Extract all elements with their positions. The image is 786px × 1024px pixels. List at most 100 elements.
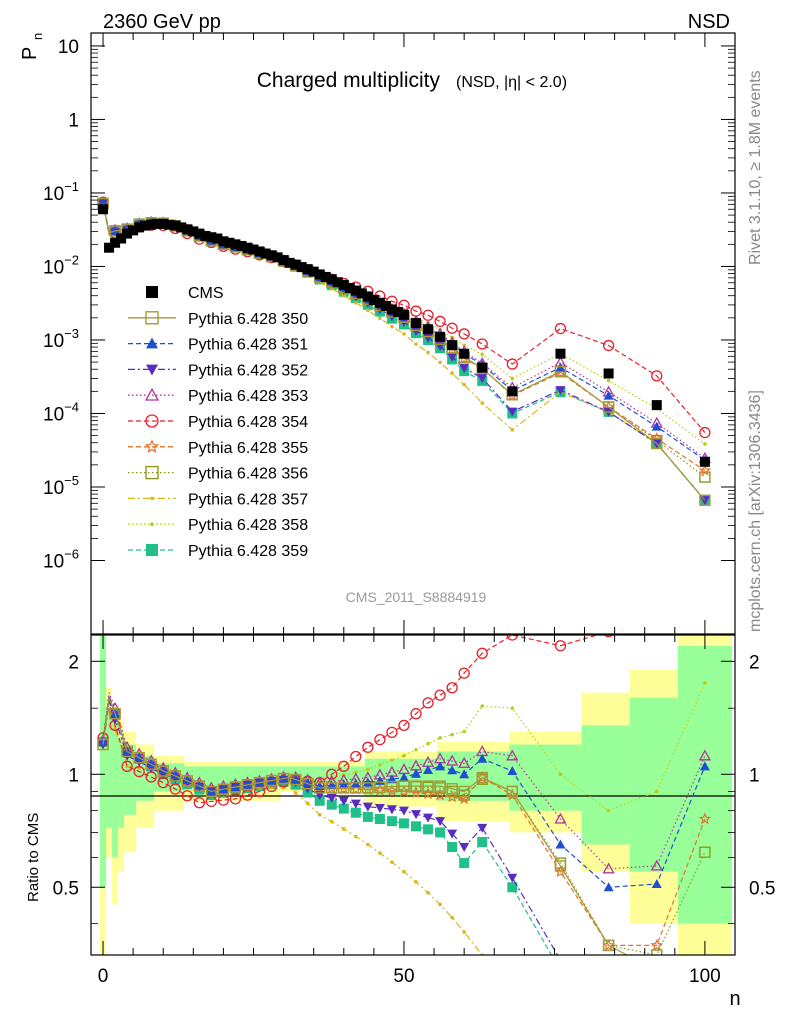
ratio-point: [169, 770, 181, 782]
ratio-point: [314, 795, 325, 806]
ratio-uncertainty-band-inner: [280, 766, 365, 783]
cms-data-point: [338, 279, 349, 290]
ratio-point: [703, 681, 707, 685]
ratio-point: [476, 771, 489, 783]
ratio-point: [655, 969, 659, 973]
ratio-point: [650, 859, 663, 871]
ratio-point: [559, 969, 563, 973]
series-point: [606, 378, 611, 383]
ratio-point: [402, 754, 406, 758]
ratio-point: [458, 785, 470, 798]
series-point: [555, 386, 566, 396]
legend-marker: [146, 286, 158, 298]
ratio-point: [435, 827, 446, 838]
ratio-point: [169, 783, 181, 795]
ratio-point: [386, 805, 397, 815]
ratio-point: [604, 966, 614, 976]
ratio-point: [650, 938, 663, 951]
ratio-point: [338, 779, 349, 789]
ratio-point: [326, 780, 337, 790]
ratio-point: [121, 760, 133, 772]
ratio-uncertainty-band-inner: [124, 744, 137, 815]
cms-data-point: [374, 297, 385, 308]
legend-label: Pythia 6.428 358: [188, 517, 308, 534]
cms-data-point: [110, 237, 121, 248]
legend-entry: Pythia 6.428 359: [128, 543, 308, 560]
ratio-point: [699, 761, 710, 771]
ratio-line: [102, 697, 706, 947]
ratio-point: [607, 969, 611, 973]
ratio-point: [654, 789, 659, 794]
ratio-point: [506, 635, 518, 641]
ratio-point: [350, 782, 362, 794]
ratio-line: [102, 697, 629, 955]
ratio-point: [423, 824, 434, 835]
ratio-point: [338, 803, 349, 814]
ratio-axis-label: Ratio to CMS: [25, 813, 42, 902]
cms-data-point: [507, 386, 518, 397]
cms-data-point: [188, 226, 199, 237]
series-point: [438, 360, 442, 365]
y-tick-label: 10: [58, 37, 79, 58]
ratio-point: [477, 837, 488, 848]
ratio-point: [317, 812, 322, 817]
ratio-point: [289, 773, 302, 786]
ratio-y-tick-label-left: 2: [68, 652, 79, 673]
legend-marker: [144, 439, 160, 453]
ratio-point: [652, 966, 662, 976]
legend-entry: Pythia 6.428 354: [128, 414, 308, 431]
ratio-point: [438, 902, 442, 907]
ratio-point: [366, 842, 370, 847]
ratio-point: [350, 750, 362, 763]
upper-frame: [90, 32, 736, 635]
cms-data-point: [368, 294, 379, 305]
ratio-point: [411, 821, 422, 832]
y-axis-label-sub: n: [30, 33, 45, 40]
ratio-point: [398, 719, 410, 732]
series-point: [459, 363, 470, 373]
ratio-point: [446, 754, 459, 766]
ratio-point: [459, 769, 470, 779]
ratio-point: [652, 967, 662, 976]
cms-data-point: [386, 304, 397, 315]
cms-data-point: [272, 252, 283, 263]
series-point: [554, 322, 567, 335]
ratio-point: [606, 808, 611, 813]
series-point: [402, 332, 406, 336]
series-point: [366, 308, 370, 313]
cms-data-point: [128, 225, 139, 236]
ratio-point: [411, 810, 422, 820]
ratio-point: [301, 777, 314, 790]
ratio-point: [109, 708, 121, 720]
y-axis-label: P: [19, 47, 41, 60]
cms-data-point: [200, 230, 211, 241]
ratio-point: [390, 860, 394, 864]
ratio-point: [362, 777, 373, 787]
series-point: [414, 342, 418, 346]
ratio-point: [603, 882, 614, 892]
cms-data-point: [356, 288, 367, 299]
series-point: [109, 225, 121, 237]
ratio-point: [229, 793, 242, 805]
ratio-point: [410, 708, 422, 720]
cms-data-point: [176, 222, 187, 233]
legend-marker: [150, 496, 154, 501]
ratio-point: [386, 816, 397, 827]
ratio-point: [554, 640, 567, 652]
ratio-point: [398, 780, 410, 792]
ratio-point: [386, 780, 398, 793]
ratio-point: [446, 783, 458, 795]
ratio-point: [554, 865, 567, 878]
series-point: [506, 358, 518, 370]
ratio-point: [305, 801, 310, 806]
series-point: [477, 374, 488, 384]
legend-entry: Pythia 6.428 357: [128, 491, 308, 508]
series-point: [698, 464, 712, 476]
ratio-point: [652, 966, 662, 976]
ratio-point: [354, 834, 358, 839]
ratio-point: [507, 882, 518, 893]
ratio-point: [555, 839, 566, 849]
cms-data-point: [170, 220, 181, 231]
y-tick-label: 10−4: [43, 399, 79, 425]
